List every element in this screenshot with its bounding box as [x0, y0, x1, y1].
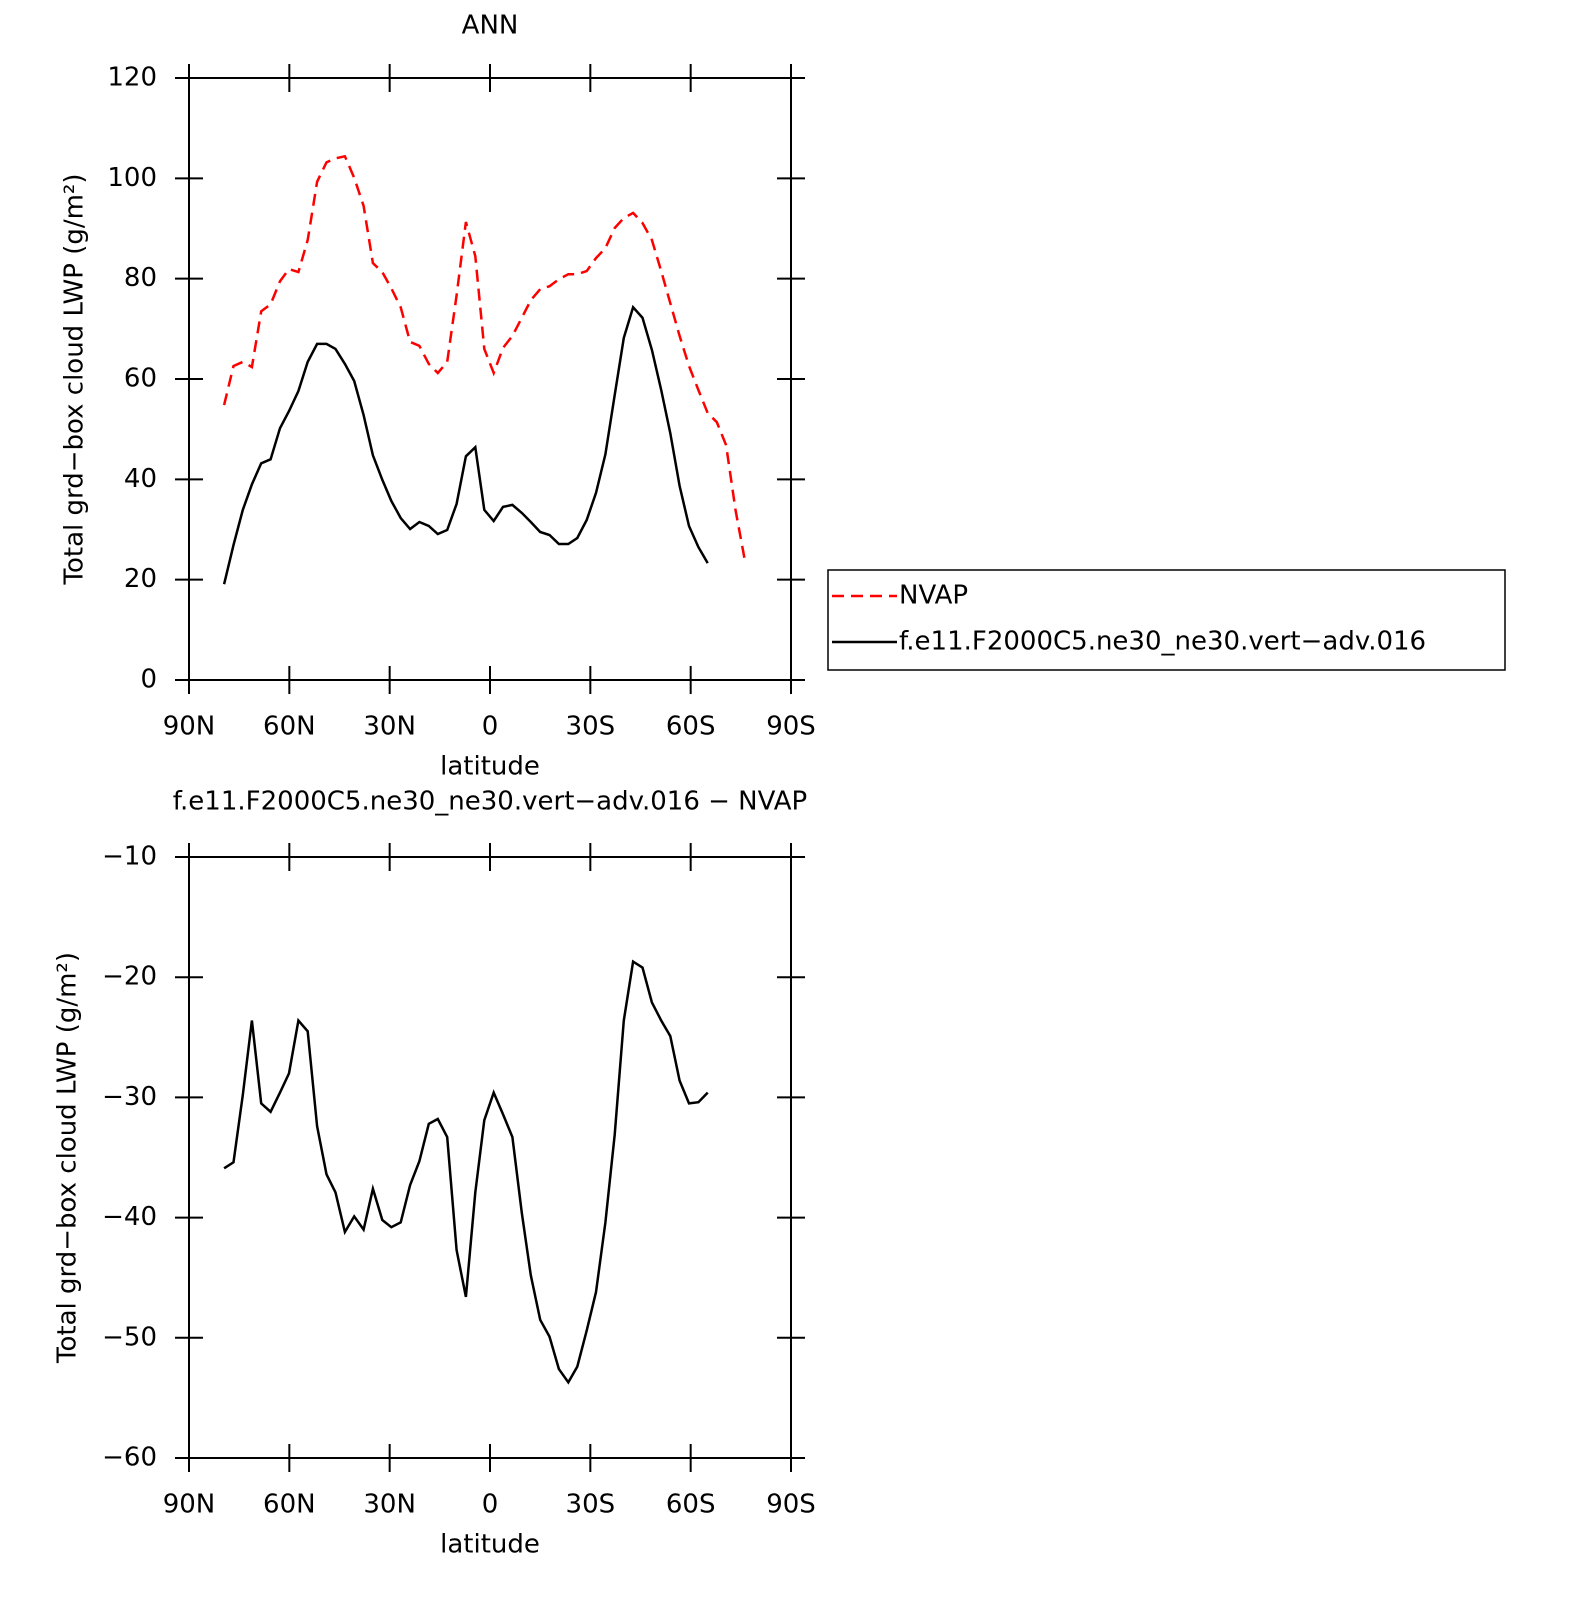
x-tick-label: 30S [566, 1490, 616, 1520]
y-tick-label: −10 [102, 842, 157, 872]
y-tick-label: 100 [107, 163, 157, 193]
y-tick-label: −60 [102, 1443, 157, 1473]
x-tick-label: 60S [666, 1490, 716, 1520]
x-tick-label: 60S [666, 712, 716, 742]
x-tick-label: 60N [263, 712, 316, 742]
series-line [222, 304, 709, 585]
x-tick-label: 90S [766, 1490, 816, 1520]
x-tick-label: 0 [482, 1490, 499, 1520]
y-tick-label: −50 [102, 1322, 157, 1352]
plot-frame [188, 77, 792, 681]
y-tick-label: 80 [124, 263, 157, 293]
x-tick-label: 90N [163, 712, 216, 742]
y-tick-label: 60 [124, 364, 157, 394]
legend-label: NVAP [899, 581, 968, 611]
x-tick-label: 90N [163, 1490, 216, 1520]
y-tick-label: 120 [107, 63, 157, 93]
x-tick-label: 90S [766, 712, 816, 742]
legend-label: f.e11.F2000C5.ne30_ne30.vert−adv.016 [899, 627, 1426, 657]
y-axis-label: Total grd−box cloud LWP (g/m²) [53, 952, 83, 1364]
x-tick-label: 30S [566, 712, 616, 742]
y-tick-label: −40 [102, 1202, 157, 1232]
x-tick-label: 0 [482, 712, 499, 742]
y-tick-label: 0 [140, 665, 157, 695]
y-tick-label: 40 [124, 464, 157, 494]
chart-title: f.e11.F2000C5.ne30_ne30.vert−adv.016 − N… [173, 787, 807, 817]
x-tick-label: 30N [363, 1490, 416, 1520]
x-tick-label: 60N [263, 1490, 316, 1520]
y-tick-label: −20 [102, 962, 157, 992]
series-line [222, 154, 747, 561]
x-tick-label: 30N [363, 712, 416, 742]
y-tick-label: −30 [102, 1082, 157, 1112]
x-axis-label: latitude [440, 752, 540, 782]
legend-box [827, 569, 1506, 671]
series-line [223, 959, 709, 1385]
y-tick-label: 20 [124, 564, 157, 594]
y-axis-label: Total grd−box cloud LWP (g/m²) [60, 174, 90, 586]
chart-title: ANN [462, 11, 519, 41]
x-axis-label: latitude [440, 1530, 540, 1560]
plot-frame [188, 856, 792, 1459]
